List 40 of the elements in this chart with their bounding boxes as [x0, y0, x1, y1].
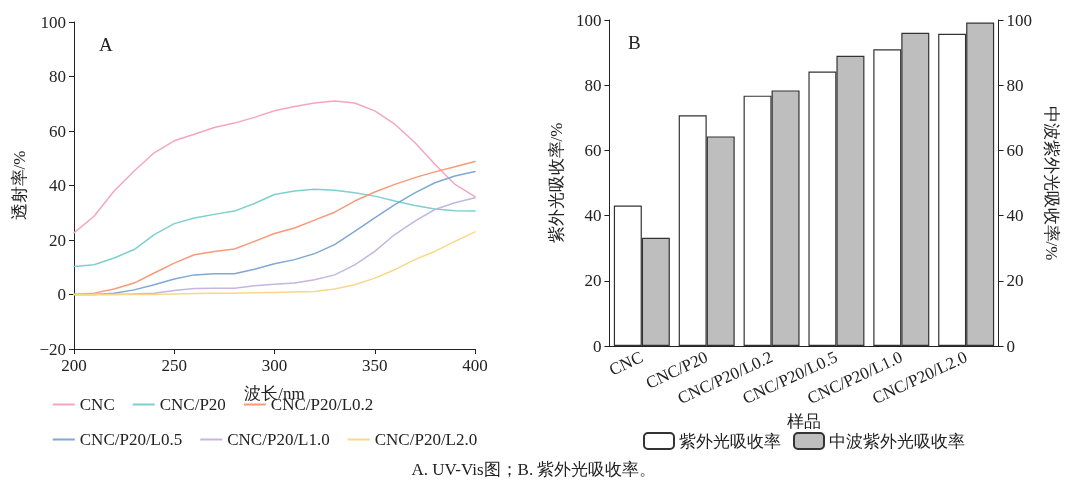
y2-tick-label: 40 [1006, 206, 1024, 226]
y-tick-label: −20 [39, 339, 66, 359]
legend-label: CNC/P20/L0.5 [79, 430, 183, 449]
y-axis-title: 紫外光吸收率/% [547, 122, 566, 244]
x-tick-label: 250 [161, 356, 187, 375]
legend-label: CNC/P20/L1.0 [227, 430, 330, 449]
y-tick-label: 100 [575, 10, 602, 30]
y-axis-title: 透射率/% [10, 150, 29, 221]
text: A. UV-Vis图；B. 紫外光吸收率。 [410, 459, 658, 481]
y2-tick-label: 60 [1006, 140, 1024, 160]
y-tick-label: 80 [584, 75, 602, 95]
x-axis-title: 样品 [787, 412, 821, 432]
x-tick-label: CNC [606, 347, 646, 380]
line-series [73, 100, 476, 234]
x-tick-label: 400 [462, 356, 488, 375]
y-tick-label: 0 [592, 336, 602, 356]
legend-label: 中波紫外光吸收率 [829, 431, 965, 451]
y-tick-label: 0 [57, 285, 66, 304]
y2-axis-title: 中波紫外光吸收率/% [1042, 105, 1061, 261]
y-tick-label: 40 [584, 206, 602, 226]
y2-tick-label: 80 [1006, 75, 1024, 95]
x-tick-label: 350 [362, 356, 388, 375]
y2-tick-label: 100 [1006, 10, 1033, 30]
text: B [628, 32, 641, 53]
line-series [73, 188, 476, 268]
y-tick-label: 60 [49, 121, 66, 141]
text: A [99, 34, 113, 55]
y2-tick-label: 0 [1006, 336, 1016, 356]
x-tick-label: 200 [61, 356, 87, 375]
legend-label: CNC/P20/L2.0 [374, 430, 478, 449]
y-tick-label: 60 [584, 140, 602, 160]
line-series [73, 231, 476, 296]
y-tick-label: 20 [49, 230, 66, 250]
legend-label: 紫外光吸收率 [679, 431, 781, 451]
x-tick-label: 300 [261, 356, 288, 375]
y-tick-label: 80 [49, 67, 66, 86]
y-tick-label: 100 [40, 12, 66, 32]
y-tick-label: 20 [584, 271, 602, 291]
y2-tick-label: 20 [1006, 271, 1024, 291]
y-tick-label: 40 [49, 176, 66, 195]
